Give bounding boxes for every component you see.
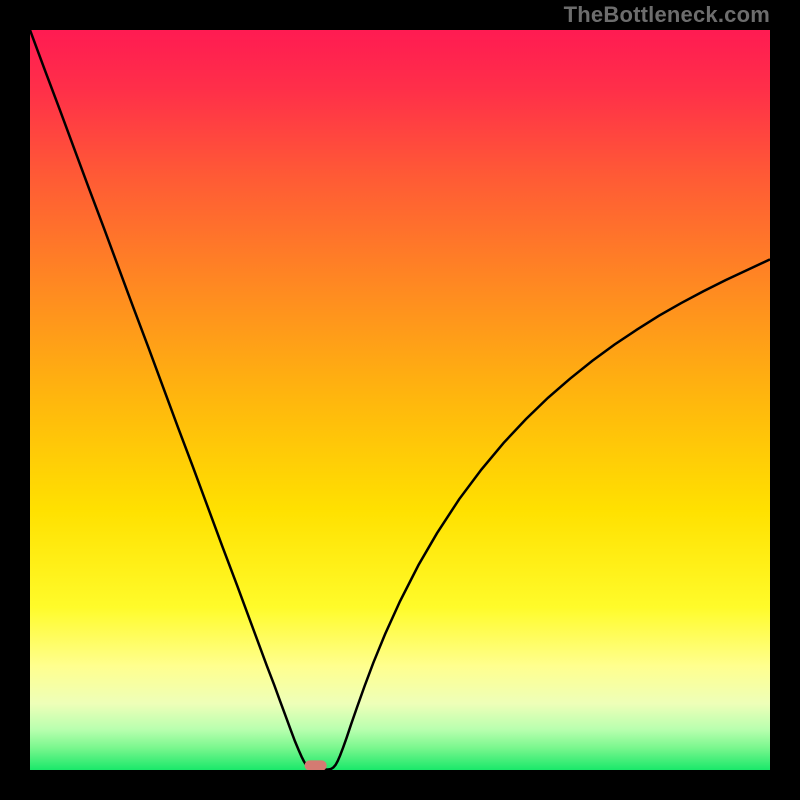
chart-frame: TheBottleneck.com — [0, 0, 800, 800]
chart-background — [30, 30, 770, 770]
bottleneck-chart — [30, 30, 770, 770]
optimum-marker — [305, 760, 327, 770]
watermark-text: TheBottleneck.com — [564, 2, 770, 28]
